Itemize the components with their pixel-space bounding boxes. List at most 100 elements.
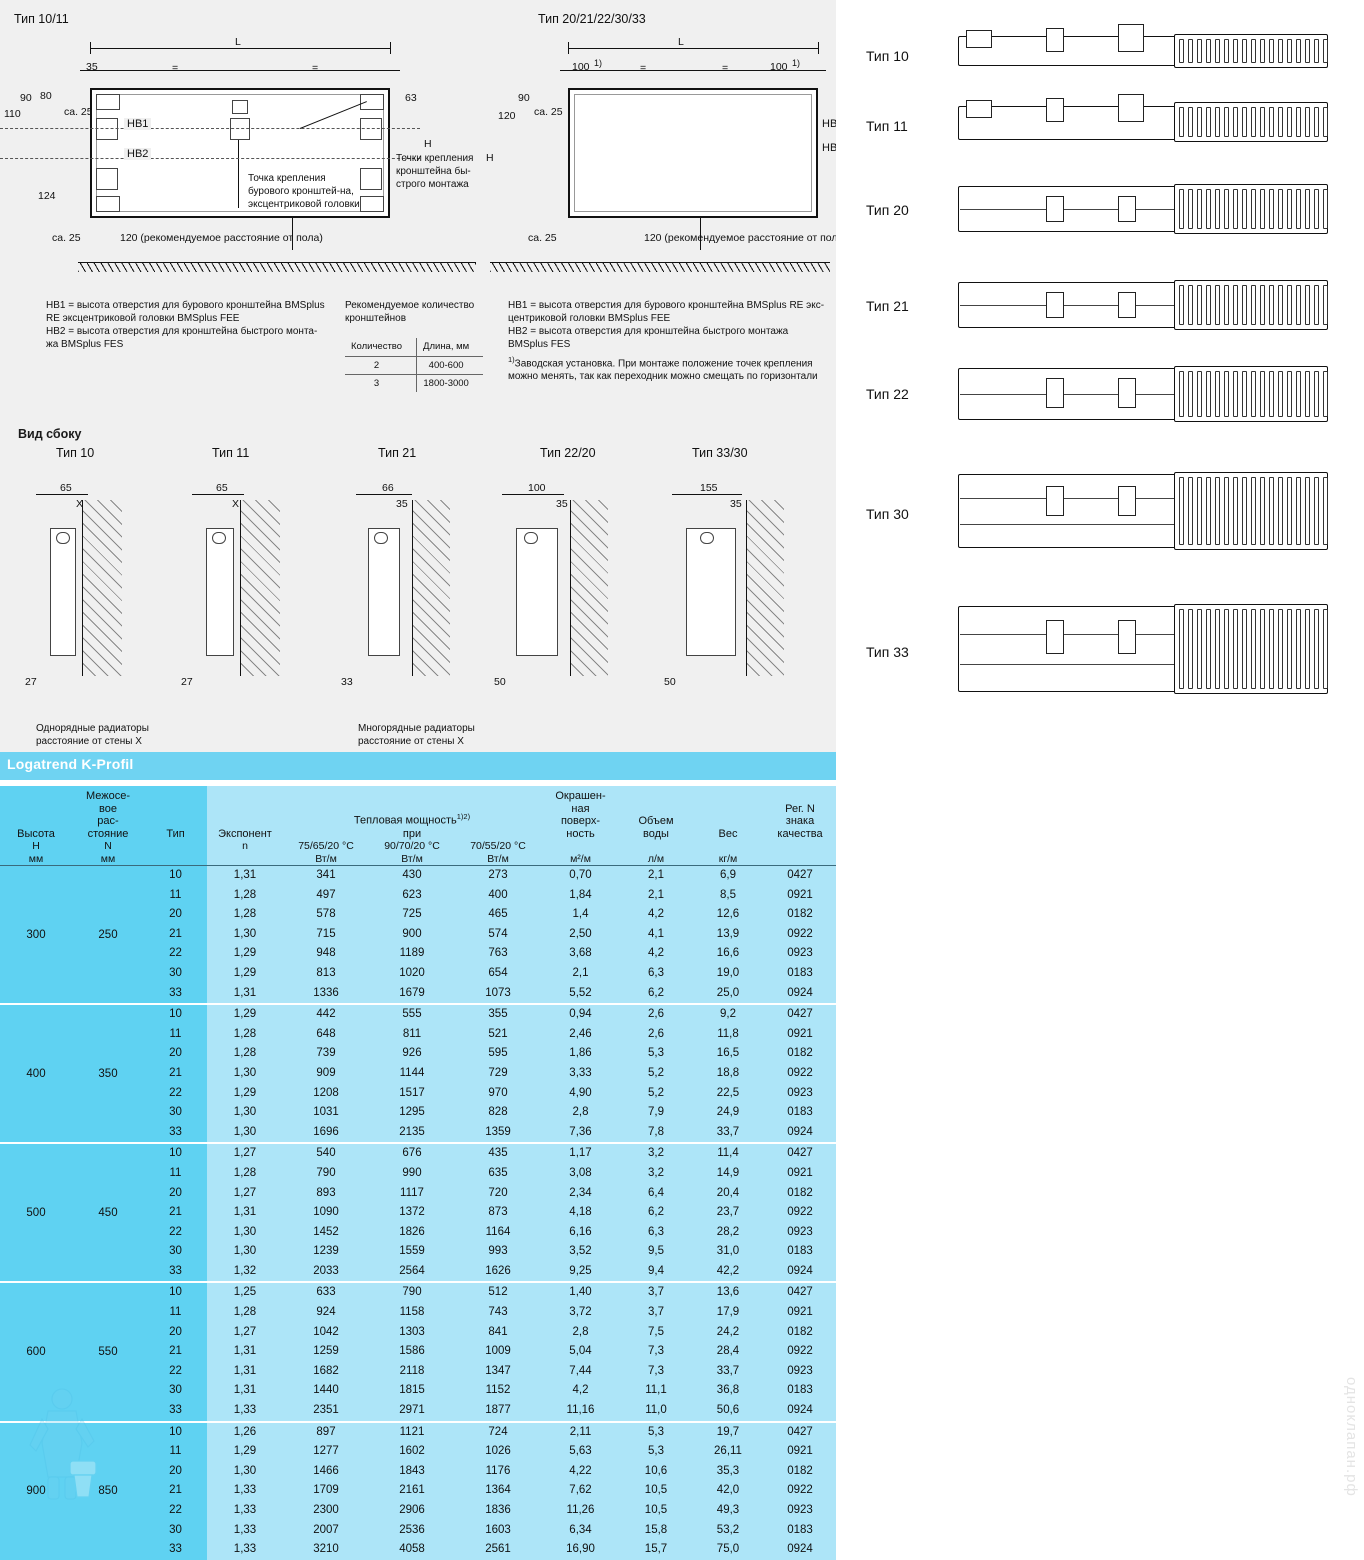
cell-type: 10 [144,866,207,886]
cell-p70: 1603 [455,1520,541,1541]
cell-p90: 900 [369,924,455,945]
specifications-table-wrap: Высота Межосе- вое рас- стояние Тип Эксп… [0,786,836,1560]
cross-section-fin [1179,371,1184,417]
side-view-depth-line-2 [356,494,412,495]
side-view-wall-edge-3 [570,500,571,676]
cell-p90: 990 [369,1163,455,1184]
center-bracket-mid [230,118,250,140]
side-views-heading: Вид сбоку [18,427,82,441]
cell-reg: 0923 [764,1083,836,1104]
cell-n: 1,32 [207,1261,283,1283]
cross-section-fin [1314,189,1319,229]
unit-type [144,840,207,866]
th-spacing-l1: Межосе- [85,790,131,802]
cross-section-label-5: Тип 30 [866,506,909,522]
unit-height-unit: мм [28,852,44,865]
th-spacing: Межосе- вое рас- стояние [72,786,144,840]
cross-section-fin [1269,39,1274,63]
cross-section-fin [1179,107,1184,137]
cell-p75: 341 [283,866,369,886]
cross-section-fin [1278,285,1283,325]
caption-left-line-2: расстояние от стены X [36,736,142,747]
cell-weight: 42,2 [692,1261,764,1283]
cross-section-fin [1233,609,1238,689]
dim-tick [390,42,391,54]
dim-tick [818,42,819,54]
side-view-panel-0 [50,528,76,656]
cell-p90: 555 [369,1005,455,1025]
cell-type: 33 [144,1540,207,1560]
unit-height: H мм [0,840,72,866]
technical-drawings-panel: Тип 10/11 L 35 = = 90 80 110 124 са. 25 … [0,0,847,752]
th-surface: Окрашен- ная поверх- ность [541,786,620,840]
cell-p90: 2971 [369,1401,455,1422]
dim-label-90-right: 90 [518,92,530,104]
side-view-panel-4 [686,528,736,656]
cell-volume: 6,2 [620,1203,692,1223]
cross-section-clip-6a [1046,620,1064,654]
table-row: 500 450 10 1,27 540 676 435 1,17 3,2 11,4 0427 [0,1144,836,1283]
dim-label-35: 35 [86,61,98,73]
cell-weight: 28,2 [692,1222,764,1243]
cross-section-fin [1260,477,1265,545]
bracket-count-table: Количество Длина, мм 2 400-600 3 1800-30… [345,338,484,392]
cell-p90: 2135 [369,1122,455,1144]
cross-section-fin [1206,39,1211,63]
cell-reg: 0922 [764,924,836,945]
bracket-table-row: 2 400-600 [345,356,484,375]
unit-reg [764,840,836,866]
cell-reg: 0182 [764,1183,836,1204]
cell-p70: 654 [455,963,541,984]
cross-section-divider-6a [960,634,1326,635]
table-row: 900 850 10 1,26 897 1121 724 2,11 5,3 19,7 0427 [0,1422,836,1560]
cell-volume: 10,5 [620,1501,692,1521]
cell-weight: 24,9 [692,1103,764,1123]
cross-section-fin [1287,371,1292,417]
cell-p75: 1277 [283,1442,369,1462]
th-spacing-l4: стояние [87,827,129,840]
cell-reg: 0427 [764,1283,836,1304]
side-view-depth-line-4 [672,494,742,495]
cross-section-fin [1251,609,1256,689]
dim-tick [90,42,91,54]
cross-section-fin [1296,39,1301,63]
cross-section-fin [1242,285,1247,325]
cell-surface: 3,72 [541,1303,620,1323]
cell-n: 1,30 [207,924,283,945]
cross-section-fin [1269,285,1274,325]
cross-section-fin [1242,189,1247,229]
cell-reg: 0427 [764,1144,836,1164]
cross-section-fin [1278,609,1283,689]
cell-height: 600 [0,1283,72,1422]
cross-section-fin [1296,107,1301,137]
cell-n: 1,30 [207,1222,283,1243]
side-view-x-1: X [232,498,240,510]
floor-distance-note-right: 120 (рекомендуемое расстояние от пола) [644,232,847,244]
cross-section-clip-4b [1118,378,1136,408]
cell-volume: 15,8 [620,1520,692,1541]
cross-section-fin [1224,189,1229,229]
side-view-depth-1: 65 [216,482,228,494]
cross-section-fin [1296,609,1301,689]
cell-volume: 2,1 [620,885,692,906]
cell-p90: 1295 [369,1103,455,1123]
cell-reg: 0923 [764,1222,836,1243]
dim-sup-note-left: 1) [594,58,603,68]
cross-section-clip-5a [1046,486,1064,516]
cell-n: 1,31 [207,866,283,886]
cell-p90: 811 [369,1024,455,1045]
cross-section-clip-0a [1046,28,1064,52]
cell-volume: 2,1 [620,866,692,886]
table-row: 33 1,33 2351 2971 1877 11,16 11,0 50,6 0924 [0,1401,836,1422]
cell-surface: 2,11 [541,1422,620,1443]
th-power-line2: при [402,827,422,840]
bracket-table: Количество Длина, мм 2 400-600 3 1800-30… [345,338,484,392]
floor-distance-note: 120 (рекомендуемое расстояние от пола) [120,232,323,244]
dim-label-eq1-right: = [640,62,647,74]
cell-p75: 897 [283,1422,369,1443]
cross-section-clip-1b [1118,94,1144,122]
cell-n: 1,28 [207,885,283,906]
cross-section-clip-1a [1046,98,1064,122]
side-view-wall-1 [240,500,280,676]
cell-reg: 0923 [764,944,836,964]
